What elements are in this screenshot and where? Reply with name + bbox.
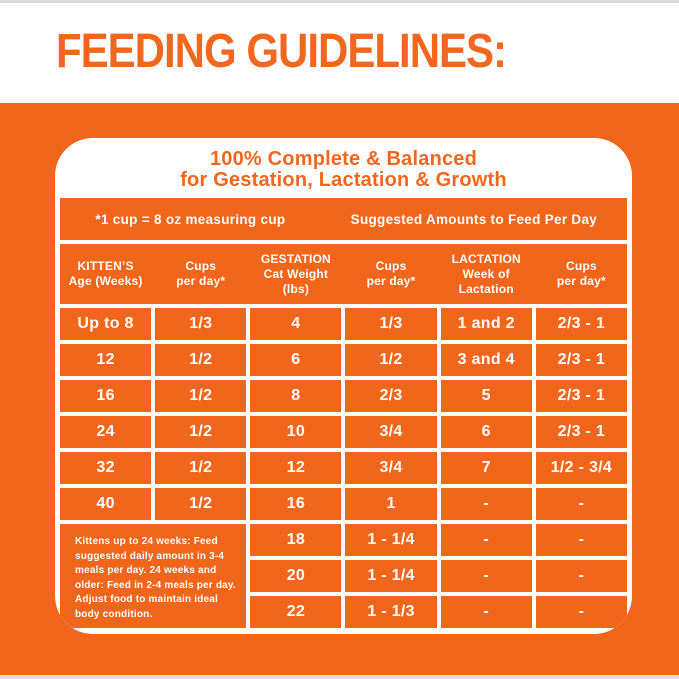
- table-cell: -: [440, 596, 532, 628]
- column-header-line: Age (Weeks): [68, 274, 143, 288]
- table-cell: 6: [250, 344, 342, 376]
- table-cell: -: [535, 596, 627, 628]
- suggested-amounts-label: Suggested Amounts to Feed Per Day: [350, 211, 598, 227]
- table-cell: 2/3: [345, 380, 437, 412]
- card-title: 100% Complete & Balanced for Gestation, …: [60, 143, 627, 198]
- column-header-line: per day*: [556, 274, 606, 288]
- table-cell: 20: [250, 560, 342, 592]
- table-cell: 5: [440, 380, 532, 412]
- table-cell: -: [440, 560, 532, 592]
- table-cell: 4: [250, 308, 342, 340]
- table-cell: 1/2: [155, 380, 247, 412]
- column-header: Cups per day*: [536, 244, 627, 304]
- table-cell: 2/3 - 1: [535, 416, 627, 448]
- top-edge-strip: [0, 0, 679, 3]
- table-cell: 8: [250, 380, 342, 412]
- feeding-note: Kittens up to 24 weeks: Feed suggested d…: [60, 524, 247, 628]
- table-cell: 1 and 2: [440, 308, 532, 340]
- table-cell: 2/3 - 1: [535, 344, 627, 376]
- table-cell: 24: [60, 416, 152, 448]
- table-cell: 7: [440, 452, 532, 484]
- column-header-line: Cat Weight (lbs): [263, 266, 329, 296]
- table-cell: 18: [250, 524, 342, 556]
- column-header-line: per day*: [176, 274, 226, 288]
- card-title-line2: for Gestation, Lactation & Growth: [180, 169, 507, 191]
- column-header-line: KITTEN’S: [77, 259, 134, 273]
- table-cell: 12: [60, 344, 152, 376]
- column-header-row: KITTEN’S Age (Weeks) Cups per day* GESTATION…: [60, 244, 627, 304]
- table-cell: 10: [250, 416, 342, 448]
- column-header: KITTEN’S Age (Weeks): [60, 244, 151, 304]
- column-header: LACTATION Week of Lactation: [441, 244, 532, 304]
- page-title: FEEDING GUIDELINES:: [56, 23, 507, 78]
- table-cell: 1/2: [155, 416, 247, 448]
- column-header-line: LACTATION: [451, 251, 521, 266]
- table-cell: 1 - 1/3: [345, 596, 437, 628]
- masthead: FEEDING GUIDELINES:: [0, 3, 679, 103]
- bottom-edge-strip: [0, 675, 679, 679]
- table-subheader-band: *1 cup = 8 oz measuring cup Suggested Am…: [60, 198, 627, 240]
- table-cell: 1/2: [345, 344, 437, 376]
- table-cell: 22: [250, 596, 342, 628]
- column-header-line: per day*: [366, 274, 416, 288]
- table-cell: -: [535, 488, 627, 520]
- table-cell: Up to 8: [60, 308, 152, 340]
- card-title-line1: 100% Complete & Balanced: [209, 148, 478, 170]
- table-cell: 16: [60, 380, 152, 412]
- table-cell: 40: [60, 488, 152, 520]
- column-header: Cups per day*: [155, 244, 246, 304]
- table-cell: 1/2: [155, 452, 247, 484]
- table-cell: 1/3: [345, 308, 437, 340]
- table-cell: 12: [250, 452, 342, 484]
- column-header-line: Cups: [185, 259, 217, 273]
- column-header: Cups per day*: [345, 244, 436, 304]
- table-cell: -: [440, 524, 532, 556]
- table-cell: 32: [60, 452, 152, 484]
- column-header: GESTATION Cat Weight (lbs): [250, 244, 341, 304]
- table-cell: 1 - 1/4: [345, 560, 437, 592]
- feeding-table: *1 cup = 8 oz measuring cup Suggested Am…: [60, 198, 627, 628]
- table-cell: 1/2: [155, 344, 247, 376]
- table-cell: 6: [440, 416, 532, 448]
- column-header-line: Cups: [375, 259, 407, 273]
- orange-panel: 100% Complete & Balanced for Gestation, …: [0, 103, 679, 679]
- table-cell: -: [535, 524, 627, 556]
- table-cell: 2/3 - 1: [535, 308, 627, 340]
- table-cell: 1/2 - 3/4: [535, 452, 627, 484]
- table-cell: 1: [345, 488, 437, 520]
- table-cell: 3 and 4: [440, 344, 532, 376]
- table-cell: -: [535, 560, 627, 592]
- column-header-line: Week of: [462, 266, 510, 281]
- cup-measure-note: *1 cup = 8 oz measuring cup: [95, 211, 286, 227]
- table-cell: 16: [250, 488, 342, 520]
- table-cell: 2/3 - 1: [535, 380, 627, 412]
- guidelines-card: 100% Complete & Balanced for Gestation, …: [55, 138, 632, 634]
- table-cell: -: [440, 488, 532, 520]
- table-cell: 3/4: [345, 416, 437, 448]
- table-cell: 1 - 1/4: [345, 524, 437, 556]
- table-cell: 1/3: [155, 308, 247, 340]
- column-header-line: Cups: [565, 259, 597, 273]
- column-header-line: Lactation: [458, 281, 514, 296]
- table-cell: 1/2: [155, 488, 247, 520]
- column-header-line: GESTATION: [260, 251, 331, 266]
- table-cell: 3/4: [345, 452, 437, 484]
